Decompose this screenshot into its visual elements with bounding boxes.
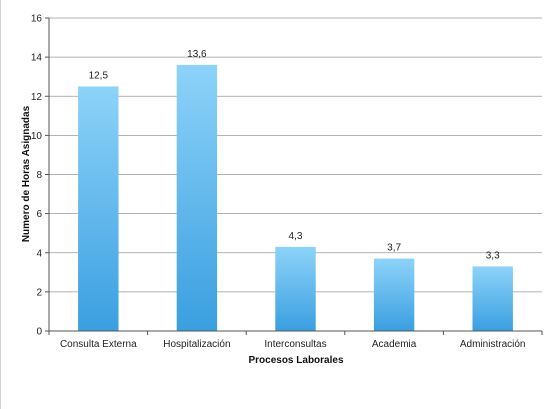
data-labels: 12,5 13,6 4,3 3,7 3,3 bbox=[89, 49, 501, 261]
y-tick-label: 12 bbox=[31, 92, 43, 103]
y-tick-label: 4 bbox=[36, 248, 42, 259]
axes: 0 2 4 6 8 10 12 14 16 Consulta Externa Hospitaliza… bbox=[31, 14, 543, 350]
y-tick-label: 8 bbox=[36, 170, 42, 181]
data-label: 13,6 bbox=[187, 49, 207, 60]
data-label: 3,3 bbox=[486, 250, 500, 261]
gridlines bbox=[49, 17, 542, 293]
bar bbox=[78, 86, 119, 331]
y-tick-label: 6 bbox=[36, 209, 42, 220]
bar bbox=[275, 246, 316, 331]
x-tick-label: Hospitalización bbox=[163, 339, 230, 350]
data-label: 12,5 bbox=[89, 70, 109, 81]
y-tick-label: 10 bbox=[31, 131, 43, 142]
y-tick-label: 16 bbox=[31, 14, 43, 25]
x-tick-label: Interconsultas bbox=[264, 339, 326, 350]
x-tick-label: Administración bbox=[460, 339, 526, 350]
y-tick-label: 14 bbox=[31, 53, 43, 64]
y-axis-title: Numero de Horas Asignadas bbox=[21, 105, 32, 242]
x-tick-label: Academia bbox=[372, 339, 417, 350]
bar bbox=[472, 266, 513, 331]
y-tick-label: 2 bbox=[36, 287, 42, 298]
x-tick-label: Consulta Externa bbox=[60, 339, 137, 350]
bars bbox=[78, 64, 513, 331]
bar bbox=[373, 258, 415, 331]
bar bbox=[176, 64, 218, 331]
y-tick-label: 0 bbox=[36, 327, 42, 338]
data-label: 3,7 bbox=[387, 243, 401, 254]
data-label: 4,3 bbox=[289, 231, 303, 242]
x-axis-title: Procesos Laborales bbox=[248, 355, 343, 366]
